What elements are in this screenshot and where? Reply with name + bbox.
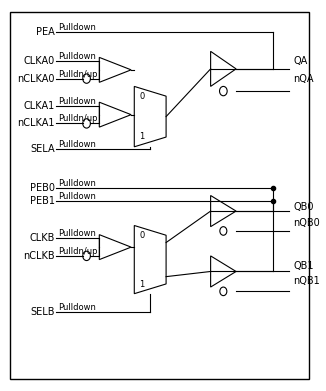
Text: nCLKB: nCLKB xyxy=(23,251,55,261)
Text: nCLKA0: nCLKA0 xyxy=(17,74,55,84)
Text: nQB0: nQB0 xyxy=(293,218,320,228)
Text: SELB: SELB xyxy=(30,307,55,317)
Text: Pulldn/up: Pulldn/up xyxy=(59,115,98,124)
Text: Pulldown: Pulldown xyxy=(59,303,96,312)
Text: Pulldown: Pulldown xyxy=(59,192,96,201)
Text: PEB0: PEB0 xyxy=(30,183,55,193)
Text: Pulldown: Pulldown xyxy=(59,23,96,32)
Text: PEA: PEA xyxy=(36,27,55,37)
Text: CLKA0: CLKA0 xyxy=(23,56,55,66)
Text: Pulldown: Pulldown xyxy=(59,179,96,188)
Text: 1: 1 xyxy=(139,132,144,141)
Text: PEB1: PEB1 xyxy=(30,196,55,206)
Text: Pulldown: Pulldown xyxy=(59,52,96,61)
Text: 0: 0 xyxy=(139,92,144,101)
Text: CLKB: CLKB xyxy=(29,233,55,243)
Text: Pulldown: Pulldown xyxy=(59,140,96,149)
Text: QA: QA xyxy=(293,56,307,66)
Text: Pulldn/up: Pulldn/up xyxy=(59,247,98,256)
Text: CLKA1: CLKA1 xyxy=(23,101,55,111)
Text: nQA: nQA xyxy=(293,74,314,84)
Text: Pulldn/up: Pulldn/up xyxy=(59,70,98,79)
Text: nQB1: nQB1 xyxy=(293,276,320,286)
Text: SELA: SELA xyxy=(30,144,55,154)
Text: 0: 0 xyxy=(139,231,144,240)
Text: nCLKA1: nCLKA1 xyxy=(17,118,55,128)
Text: 1: 1 xyxy=(139,280,144,289)
Text: Pulldown: Pulldown xyxy=(59,97,96,106)
Text: QB0: QB0 xyxy=(293,202,314,212)
Text: QB1: QB1 xyxy=(293,261,314,271)
Text: Pulldown: Pulldown xyxy=(59,230,96,239)
